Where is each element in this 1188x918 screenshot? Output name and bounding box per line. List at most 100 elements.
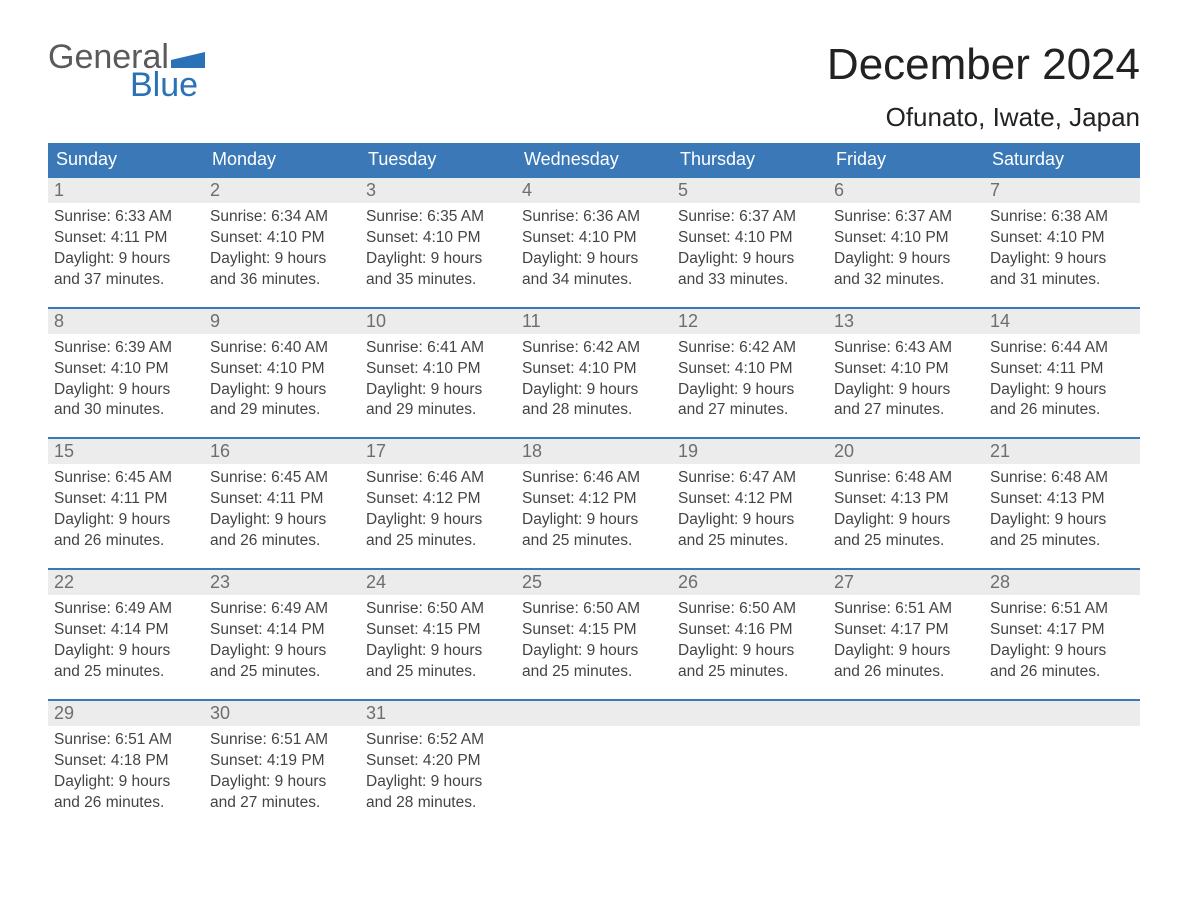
day-number: 18: [516, 439, 672, 464]
daylight-line-2: and 28 minutes.: [522, 400, 666, 421]
empty-cell: .: [672, 699, 828, 814]
sunset-line: Sunset: 4:10 PM: [522, 228, 666, 249]
weeks-container: 1Sunrise: 6:33 AMSunset: 4:11 PMDaylight…: [48, 176, 1140, 813]
week-row: 8Sunrise: 6:39 AMSunset: 4:10 PMDaylight…: [48, 307, 1140, 422]
day-cell: 28Sunrise: 6:51 AMSunset: 4:17 PMDayligh…: [984, 568, 1140, 683]
day-number: 6: [828, 178, 984, 203]
sunset-line: Sunset: 4:14 PM: [54, 620, 198, 641]
daynum-row: 4: [516, 176, 672, 203]
month-title: December 2024: [827, 40, 1140, 90]
day-info: Sunrise: 6:35 AMSunset: 4:10 PMDaylight:…: [360, 203, 516, 291]
day-number: 28: [984, 570, 1140, 595]
sunset-line: Sunset: 4:15 PM: [366, 620, 510, 641]
day-cell: 29Sunrise: 6:51 AMSunset: 4:18 PMDayligh…: [48, 699, 204, 814]
day-info: Sunrise: 6:38 AMSunset: 4:10 PMDaylight:…: [984, 203, 1140, 291]
day-number: 31: [360, 701, 516, 726]
daylight-line-1: Daylight: 9 hours: [366, 641, 510, 662]
day-cell: 7Sunrise: 6:38 AMSunset: 4:10 PMDaylight…: [984, 176, 1140, 291]
day-cell: 16Sunrise: 6:45 AMSunset: 4:11 PMDayligh…: [204, 437, 360, 552]
day-info: Sunrise: 6:51 AMSunset: 4:17 PMDaylight:…: [984, 595, 1140, 683]
day-number: 21: [984, 439, 1140, 464]
daylight-line-2: and 36 minutes.: [210, 270, 354, 291]
empty-cell: .: [516, 699, 672, 814]
day-info: Sunrise: 6:51 AMSunset: 4:17 PMDaylight:…: [828, 595, 984, 683]
daylight-line-2: and 31 minutes.: [990, 270, 1134, 291]
day-number: 9: [204, 309, 360, 334]
day-number: 11: [516, 309, 672, 334]
week-row: 22Sunrise: 6:49 AMSunset: 4:14 PMDayligh…: [48, 568, 1140, 683]
sunset-line: Sunset: 4:12 PM: [522, 489, 666, 510]
sunrise-line: Sunrise: 6:43 AM: [834, 338, 978, 359]
sunset-line: Sunset: 4:13 PM: [990, 489, 1134, 510]
sunset-line: Sunset: 4:11 PM: [210, 489, 354, 510]
day-number: 26: [672, 570, 828, 595]
sunset-line: Sunset: 4:15 PM: [522, 620, 666, 641]
daynum-row: 18: [516, 437, 672, 464]
sunset-line: Sunset: 4:10 PM: [366, 359, 510, 380]
daynum-row: .: [516, 699, 672, 726]
day-number: 15: [48, 439, 204, 464]
day-info: Sunrise: 6:36 AMSunset: 4:10 PMDaylight:…: [516, 203, 672, 291]
daylight-line-2: and 26 minutes.: [834, 662, 978, 683]
daynum-row: 19: [672, 437, 828, 464]
daylight-line-2: and 27 minutes.: [834, 400, 978, 421]
daylight-line-1: Daylight: 9 hours: [366, 510, 510, 531]
sunrise-line: Sunrise: 6:51 AM: [210, 730, 354, 751]
day-info: Sunrise: 6:42 AMSunset: 4:10 PMDaylight:…: [516, 334, 672, 422]
sunrise-line: Sunrise: 6:46 AM: [522, 468, 666, 489]
daylight-line-1: Daylight: 9 hours: [210, 249, 354, 270]
day-info: Sunrise: 6:52 AMSunset: 4:20 PMDaylight:…: [360, 726, 516, 814]
daynum-row: 17: [360, 437, 516, 464]
day-number: 3: [360, 178, 516, 203]
logo: General Blue: [48, 40, 205, 102]
day-number: 10: [360, 309, 516, 334]
daynum-row: 15: [48, 437, 204, 464]
day-cell: 6Sunrise: 6:37 AMSunset: 4:10 PMDaylight…: [828, 176, 984, 291]
daynum-row: 23: [204, 568, 360, 595]
daylight-line-1: Daylight: 9 hours: [990, 641, 1134, 662]
daylight-line-1: Daylight: 9 hours: [366, 249, 510, 270]
daynum-row: 20: [828, 437, 984, 464]
day-header: Monday: [204, 143, 360, 176]
sunrise-line: Sunrise: 6:50 AM: [678, 599, 822, 620]
day-cell: 13Sunrise: 6:43 AMSunset: 4:10 PMDayligh…: [828, 307, 984, 422]
daynum-row: 30: [204, 699, 360, 726]
day-cell: 23Sunrise: 6:49 AMSunset: 4:14 PMDayligh…: [204, 568, 360, 683]
empty-cell: .: [828, 699, 984, 814]
day-info: Sunrise: 6:46 AMSunset: 4:12 PMDaylight:…: [360, 464, 516, 552]
daylight-line-1: Daylight: 9 hours: [522, 249, 666, 270]
daynum-row: 24: [360, 568, 516, 595]
daylight-line-2: and 25 minutes.: [678, 662, 822, 683]
day-number: 20: [828, 439, 984, 464]
sunrise-line: Sunrise: 6:48 AM: [990, 468, 1134, 489]
daylight-line-2: and 26 minutes.: [990, 400, 1134, 421]
day-number: 30: [204, 701, 360, 726]
daylight-line-1: Daylight: 9 hours: [834, 510, 978, 531]
day-info: Sunrise: 6:45 AMSunset: 4:11 PMDaylight:…: [48, 464, 204, 552]
daylight-line-1: Daylight: 9 hours: [54, 510, 198, 531]
daylight-line-1: Daylight: 9 hours: [678, 641, 822, 662]
day-info: Sunrise: 6:50 AMSunset: 4:15 PMDaylight:…: [360, 595, 516, 683]
sunrise-line: Sunrise: 6:44 AM: [990, 338, 1134, 359]
day-info: Sunrise: 6:50 AMSunset: 4:16 PMDaylight:…: [672, 595, 828, 683]
day-cell: 25Sunrise: 6:50 AMSunset: 4:15 PMDayligh…: [516, 568, 672, 683]
daylight-line-1: Daylight: 9 hours: [522, 510, 666, 531]
day-info: Sunrise: 6:37 AMSunset: 4:10 PMDaylight:…: [828, 203, 984, 291]
daylight-line-2: and 37 minutes.: [54, 270, 198, 291]
day-header: Sunday: [48, 143, 204, 176]
day-number: 7: [984, 178, 1140, 203]
sunrise-line: Sunrise: 6:45 AM: [54, 468, 198, 489]
day-cell: 15Sunrise: 6:45 AMSunset: 4:11 PMDayligh…: [48, 437, 204, 552]
week-row: 15Sunrise: 6:45 AMSunset: 4:11 PMDayligh…: [48, 437, 1140, 552]
week-row: 29Sunrise: 6:51 AMSunset: 4:18 PMDayligh…: [48, 699, 1140, 814]
sunset-line: Sunset: 4:10 PM: [678, 228, 822, 249]
daynum-row: 8: [48, 307, 204, 334]
sunrise-line: Sunrise: 6:45 AM: [210, 468, 354, 489]
sunset-line: Sunset: 4:20 PM: [366, 751, 510, 772]
daylight-line-2: and 25 minutes.: [522, 662, 666, 683]
sunset-line: Sunset: 4:19 PM: [210, 751, 354, 772]
daylight-line-2: and 30 minutes.: [54, 400, 198, 421]
day-cell: 1Sunrise: 6:33 AMSunset: 4:11 PMDaylight…: [48, 176, 204, 291]
day-cell: 12Sunrise: 6:42 AMSunset: 4:10 PMDayligh…: [672, 307, 828, 422]
day-cell: 30Sunrise: 6:51 AMSunset: 4:19 PMDayligh…: [204, 699, 360, 814]
